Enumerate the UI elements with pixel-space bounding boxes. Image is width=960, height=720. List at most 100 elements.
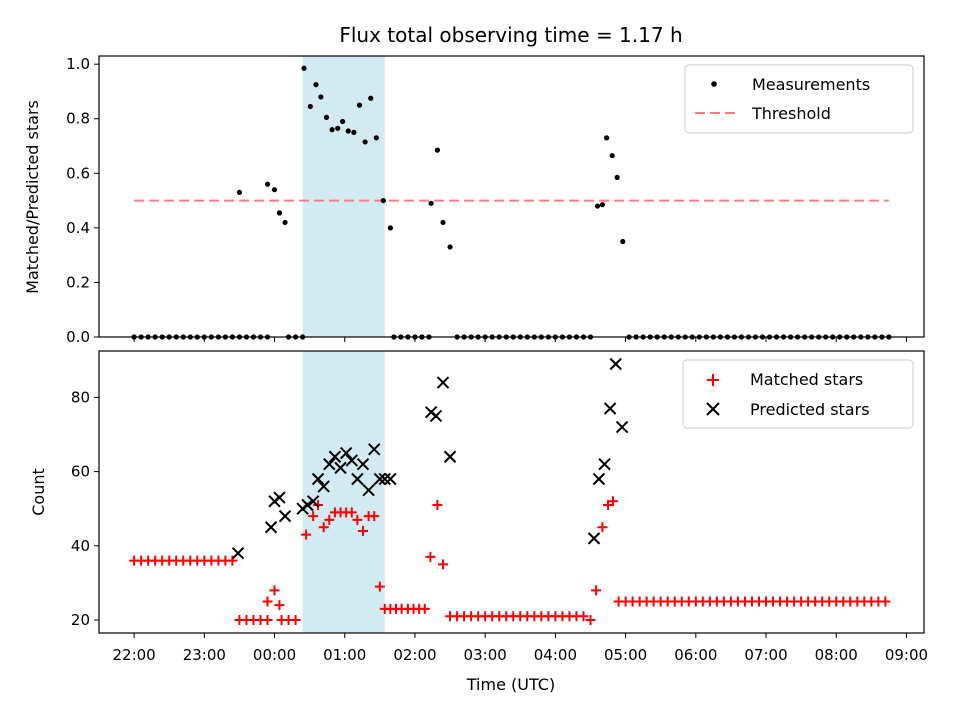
predicted-star-point xyxy=(323,457,336,471)
measurement-point xyxy=(745,334,752,340)
measurement-point xyxy=(510,334,516,340)
measurement-point xyxy=(380,197,386,204)
predicted-star-point xyxy=(334,461,347,475)
measurement-point xyxy=(489,334,495,340)
measurement-point xyxy=(229,334,236,340)
measurement-point xyxy=(668,334,674,340)
top-y-tick-label: 0.8 xyxy=(66,110,90,128)
measurement-point xyxy=(222,334,228,340)
measurement-point xyxy=(335,125,341,131)
bottom-y-ticks: 20 40 60 80 xyxy=(71,388,99,629)
measurement-point xyxy=(766,334,773,340)
measurement-point xyxy=(865,334,871,340)
measurement-point xyxy=(752,334,759,340)
measurement-point xyxy=(823,334,829,340)
measurement-points xyxy=(131,65,892,340)
measurement-point xyxy=(633,334,639,340)
measurement-point xyxy=(318,94,324,100)
predicted-star-point xyxy=(592,472,606,486)
measurement-point xyxy=(475,334,481,340)
measurement-point xyxy=(236,189,243,196)
bottom-shaded-interval xyxy=(302,351,385,633)
matched-star-point xyxy=(274,600,285,611)
predicted-star-point xyxy=(587,532,601,545)
measurement-point xyxy=(545,334,551,340)
measurement-point xyxy=(285,334,292,340)
measurement-point xyxy=(773,334,780,340)
predicted-star-point xyxy=(278,509,292,523)
bottom-panel: 20 40 60 80 22:00 23:00 00:00 01:00 02:00 03:00 0… xyxy=(29,350,928,694)
predicted-star-point xyxy=(615,420,629,434)
x-tick-label: 07:00 xyxy=(744,646,787,664)
measurement-point xyxy=(131,334,137,340)
legend-predicted-label: Predicted stars xyxy=(750,400,870,419)
legend-measurements-label: Measurements xyxy=(752,75,870,94)
top-y-axis-label: Matched/Predicted stars xyxy=(23,100,42,294)
measurement-point xyxy=(594,203,601,209)
matched-star-point xyxy=(290,615,301,626)
measurement-point xyxy=(271,187,278,193)
predicted-star-point xyxy=(436,376,450,389)
matched-star-point xyxy=(301,529,312,540)
top-y-tick-label: 0.2 xyxy=(66,273,90,291)
top-panel: 0.0 0.2 0.4 0.6 0.8 1.0 Matched/Predicted sta… xyxy=(23,55,925,346)
matched-star-point xyxy=(374,581,385,592)
predicted-star-point xyxy=(368,443,381,456)
measurement-point xyxy=(138,334,144,340)
matched-star-point xyxy=(438,559,449,570)
matched-star-point xyxy=(358,525,368,536)
measurement-point xyxy=(373,135,379,141)
bottom-y-axis-label: Count xyxy=(29,468,48,516)
predicted-star-point xyxy=(328,450,342,463)
measurement-point xyxy=(654,334,660,340)
measurement-point xyxy=(837,334,843,340)
measurement-point xyxy=(531,334,537,340)
bottom-axes-frame xyxy=(98,350,925,634)
measurement-point xyxy=(461,334,467,340)
measurement-point xyxy=(194,334,200,340)
measurement-point xyxy=(159,334,165,340)
measurement-point xyxy=(201,334,207,340)
bottom-legend: Matched stars Predicted stars xyxy=(682,359,914,429)
chart-title: Flux total observing time = 1.17 h xyxy=(339,23,682,47)
measurement-point xyxy=(703,334,709,340)
legend-measurements-marker xyxy=(711,81,717,87)
measurement-point xyxy=(345,128,351,134)
measurement-point xyxy=(780,334,787,340)
matched-star-point xyxy=(880,596,891,607)
measurement-point xyxy=(503,334,509,340)
measurement-point xyxy=(640,334,646,340)
x-tick-label: 06:00 xyxy=(674,646,717,664)
bottom-y-tick-label: 20 xyxy=(71,611,90,629)
matched-star-point xyxy=(369,511,380,522)
matched-star-point xyxy=(269,585,280,596)
measurement-point xyxy=(482,334,488,340)
bottom-y-tick-label: 40 xyxy=(71,537,90,555)
measurement-point xyxy=(215,334,221,340)
measurement-point xyxy=(387,225,393,231)
measurement-point xyxy=(802,334,808,340)
measurement-point xyxy=(166,334,172,340)
measurement-point xyxy=(152,334,158,340)
measurement-point xyxy=(313,82,319,88)
measurement-point xyxy=(236,334,243,340)
measurement-point xyxy=(858,334,864,340)
x-tick-label: 23:00 xyxy=(183,646,226,664)
measurement-point xyxy=(573,334,580,340)
x-tick-label: 00:00 xyxy=(253,646,296,664)
measurement-point xyxy=(566,334,573,340)
predicted-star-point xyxy=(231,547,245,560)
measurement-point xyxy=(809,334,815,340)
predicted-star-point xyxy=(356,457,370,471)
measurement-point xyxy=(559,334,566,340)
measurement-point xyxy=(517,334,523,340)
measurement-point xyxy=(323,114,330,120)
measurement-point xyxy=(434,147,441,153)
measurement-point xyxy=(886,334,892,340)
measurement-point xyxy=(759,334,766,340)
matched-star-point xyxy=(262,615,273,626)
top-y-tick-label: 0.0 xyxy=(66,328,90,346)
top-y-tick-label: 0.6 xyxy=(66,164,90,182)
measurement-point xyxy=(872,334,878,340)
